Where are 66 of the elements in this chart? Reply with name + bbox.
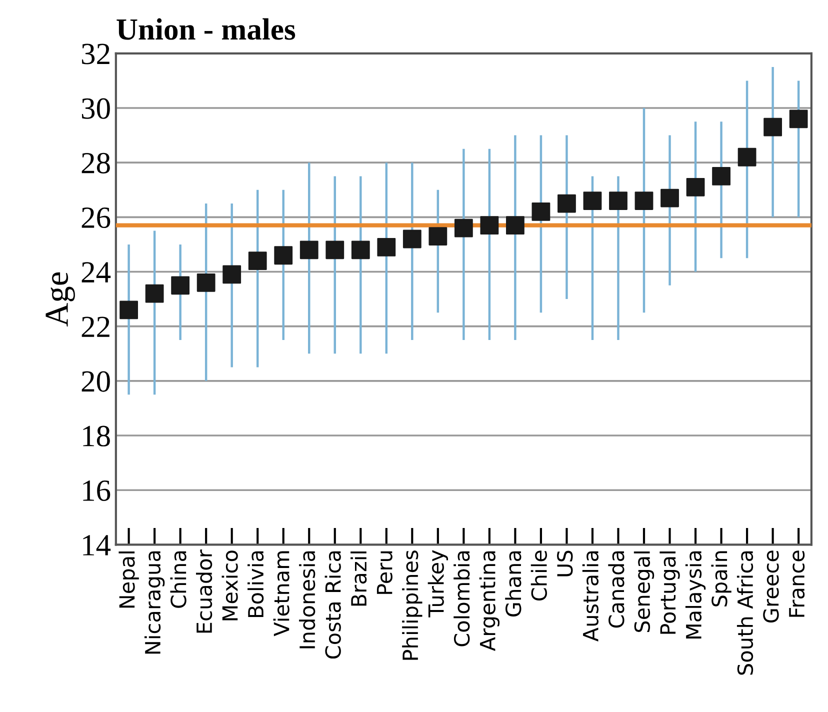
y-tick-label: 22 <box>82 316 110 337</box>
point <box>506 216 524 235</box>
x-tick-label: Senegal <box>634 552 654 632</box>
point <box>532 202 550 221</box>
x-tick-label: Greece <box>763 550 779 623</box>
y-tick-label: 20 <box>82 371 110 392</box>
point <box>789 110 808 128</box>
point <box>738 148 756 166</box>
x-tick-label: France <box>789 550 805 617</box>
x-tick-label: South Africa <box>736 551 754 675</box>
x-tick-label: Turkey <box>428 550 448 618</box>
point <box>171 276 190 295</box>
point <box>634 192 654 210</box>
x-tick-label: Chile <box>530 550 548 601</box>
point <box>248 252 267 270</box>
point <box>480 216 499 235</box>
y-tick-label: 18 <box>83 426 110 446</box>
y-axis-title: Age <box>46 272 75 326</box>
point <box>428 227 448 246</box>
point <box>120 300 138 320</box>
x-tick-label: Nicaragua <box>144 551 165 654</box>
chart-title: Union - males <box>116 18 296 40</box>
point <box>196 273 216 292</box>
x-tick-label: China <box>170 551 186 608</box>
x-tick-label: Colombia <box>454 551 470 646</box>
x-tick-label: Ghana <box>505 551 522 616</box>
point <box>712 167 730 186</box>
y-tick-label: 24 <box>82 262 111 282</box>
y-tick-label: 30 <box>82 98 110 119</box>
x-tick-label: Ecuador <box>196 550 212 633</box>
x-tick-label: Malaysia <box>685 551 706 639</box>
point <box>377 238 396 256</box>
point <box>454 218 473 238</box>
point <box>351 240 370 260</box>
y-tick-label: 26 <box>82 208 110 228</box>
point <box>300 240 318 260</box>
x-tick-label: Australia <box>582 551 599 642</box>
x-tick-label: Indonesia <box>299 551 316 648</box>
y-tick-label: 14 <box>83 535 111 556</box>
point <box>660 188 679 208</box>
x-tick-label: Philippines <box>402 550 422 660</box>
point <box>686 178 705 196</box>
point <box>274 246 293 265</box>
x-tick-label: Argentina <box>479 551 500 652</box>
point <box>583 192 602 210</box>
point <box>222 265 242 284</box>
x-tick-label: Portugal <box>660 551 680 634</box>
point <box>558 194 576 213</box>
x-tick-label: Vietnam <box>273 551 290 636</box>
x-tick-label: US <box>557 550 573 576</box>
x-tick-label: Brazil <box>350 551 367 606</box>
y-tick-label: 28 <box>82 152 110 174</box>
x-tick-label: Spain <box>711 551 732 606</box>
point <box>764 118 782 136</box>
x-tick-label: Canada <box>608 551 624 628</box>
point <box>609 192 628 210</box>
point <box>402 230 422 248</box>
point <box>326 240 344 260</box>
x-tick-label: Mexico <box>222 550 238 620</box>
point <box>145 284 164 303</box>
x-tick-label: Nepal <box>118 552 139 608</box>
x-tick-label: Costa Rica <box>324 551 341 659</box>
y-tick-label: 32 <box>82 44 110 64</box>
x-tick-label: Bolivia <box>248 551 264 617</box>
y-tick-label: 16 <box>83 480 110 501</box>
x-tick-label: Peru <box>376 551 392 594</box>
